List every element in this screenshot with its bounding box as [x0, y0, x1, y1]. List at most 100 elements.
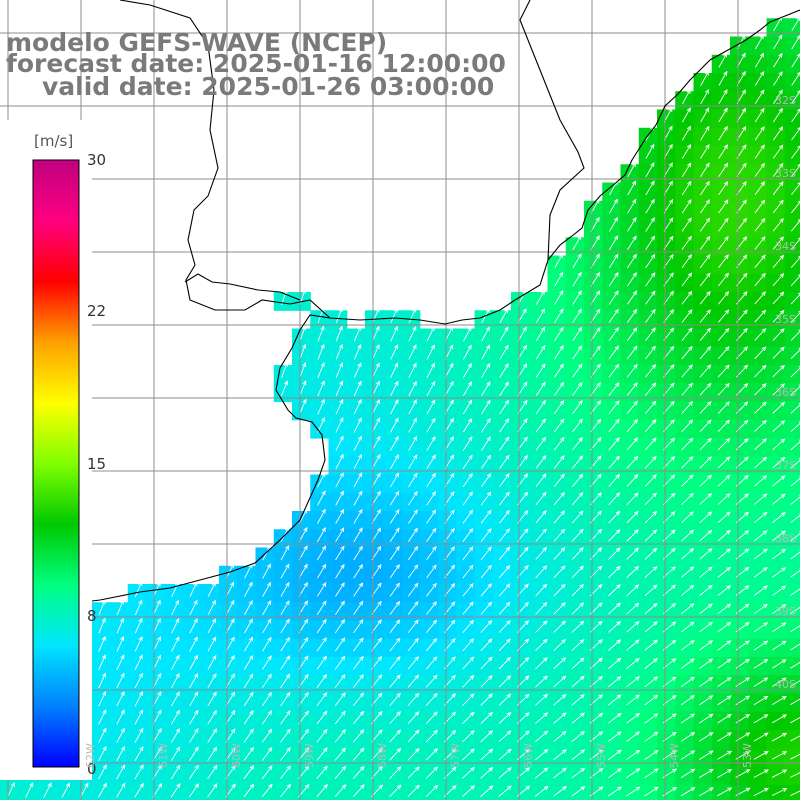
- wind-arrow: [316, 563, 327, 579]
- wind-arrow: [535, 363, 546, 378]
- wind-arrow: [316, 655, 327, 670]
- wind-arrow: [389, 766, 402, 779]
- wind-arrow: [372, 325, 380, 342]
- lon-label: 55W: [595, 743, 608, 768]
- wind-arrow: [790, 457, 800, 469]
- wind-arrow: [626, 602, 640, 615]
- wind-arrow: [481, 417, 491, 433]
- wind-arrow: [426, 417, 436, 433]
- wind-arrow: [171, 599, 180, 616]
- wind-arrow: [390, 417, 399, 433]
- wind-arrow: [571, 602, 585, 615]
- wind-arrow: [753, 511, 768, 524]
- wind-arrow: [553, 491, 565, 506]
- wind-arrow: [462, 638, 475, 652]
- wind-arrow: [572, 345, 583, 360]
- wind-arrow: [553, 785, 567, 797]
- wind-arrow: [717, 787, 733, 797]
- wind-arrow: [754, 71, 765, 86]
- wind-arrow: [280, 765, 291, 780]
- wind-arrow: [499, 454, 510, 469]
- wind-arrow: [499, 307, 509, 324]
- wind-arrow: [699, 290, 711, 305]
- wind-arrow: [498, 785, 512, 797]
- wind-arrow: [534, 767, 549, 779]
- wind-arrow: [43, 782, 52, 798]
- wind-arrow: [498, 583, 511, 597]
- wind-arrow: [352, 710, 365, 725]
- wind-arrow: [607, 749, 622, 761]
- wind-cell: [784, 255, 800, 275]
- wind-arrow: [699, 621, 713, 633]
- wind-arrow: [772, 512, 786, 523]
- lat-label: 35S: [775, 313, 796, 326]
- wind-arrow: [644, 547, 658, 560]
- wind-arrow: [644, 529, 658, 542]
- wind-arrow: [189, 691, 199, 707]
- wind-cell: [565, 784, 585, 800]
- wind-arrow: [626, 327, 638, 342]
- wind-cell: [784, 693, 800, 713]
- wind-arrow: [626, 565, 640, 578]
- wind-arrow: [681, 566, 695, 578]
- wind-arrow: [681, 254, 692, 269]
- wind-arrow: [535, 344, 546, 360]
- wind-arrow: [426, 362, 435, 378]
- wind-arrow: [243, 710, 254, 725]
- wind-arrow: [281, 380, 288, 397]
- wind-arrow: [408, 509, 418, 524]
- wind-arrow: [772, 622, 787, 633]
- wind-arrow: [717, 695, 732, 706]
- wind-arrow: [717, 603, 732, 615]
- wind-arrow: [572, 363, 583, 378]
- wind-cell: [784, 529, 800, 549]
- wind-arrow: [535, 436, 547, 451]
- wind-arrow: [390, 380, 399, 397]
- wind-cell: [784, 511, 800, 530]
- wind-cell: [620, 784, 640, 800]
- wind-arrow: [535, 399, 546, 415]
- wind-arrow: [626, 657, 640, 670]
- wind-arrow: [608, 437, 620, 451]
- wind-arrow: [644, 602, 658, 615]
- wind-arrow: [499, 491, 510, 506]
- wind-cell: [784, 438, 800, 457]
- wind-arrow: [316, 618, 327, 634]
- wind-arrow: [116, 617, 125, 634]
- wind-arrow: [699, 713, 714, 724]
- wind-arrow: [554, 363, 564, 378]
- wind-arrow: [353, 362, 362, 378]
- wind-cell: [784, 219, 800, 238]
- wind-arrow: [189, 746, 199, 761]
- wind-arrow: [572, 418, 583, 433]
- wind-arrow: [498, 748, 512, 761]
- wind-arrow: [480, 546, 492, 561]
- wind-cell: [73, 784, 92, 800]
- wind-arrow: [535, 693, 549, 706]
- wind-arrow: [425, 766, 439, 779]
- wind-arrow: [152, 636, 161, 652]
- wind-arrow: [553, 712, 567, 724]
- wind-arrow: [718, 52, 728, 68]
- wind-arrow: [626, 437, 639, 451]
- wind-arrow: [571, 712, 585, 724]
- wind-arrow: [681, 529, 695, 542]
- wind-arrow: [98, 654, 106, 670]
- wind-arrow: [207, 654, 217, 670]
- wind-arrow: [353, 545, 363, 561]
- wind-arrow: [681, 548, 695, 560]
- wind-arrow: [261, 728, 273, 743]
- wind-cell: [784, 73, 800, 92]
- wind-arrow: [680, 658, 695, 669]
- wind-arrow: [773, 89, 783, 104]
- wind-arrow: [790, 531, 800, 542]
- wind-arrow: [717, 640, 732, 651]
- wind-arrow: [353, 435, 362, 451]
- wind-arrow: [408, 380, 417, 397]
- wind-arrow: [408, 472, 418, 488]
- wind-arrow: [681, 584, 695, 597]
- wind-arrow: [498, 730, 512, 743]
- wind-arrow: [771, 696, 787, 706]
- wind-arrow: [717, 474, 731, 487]
